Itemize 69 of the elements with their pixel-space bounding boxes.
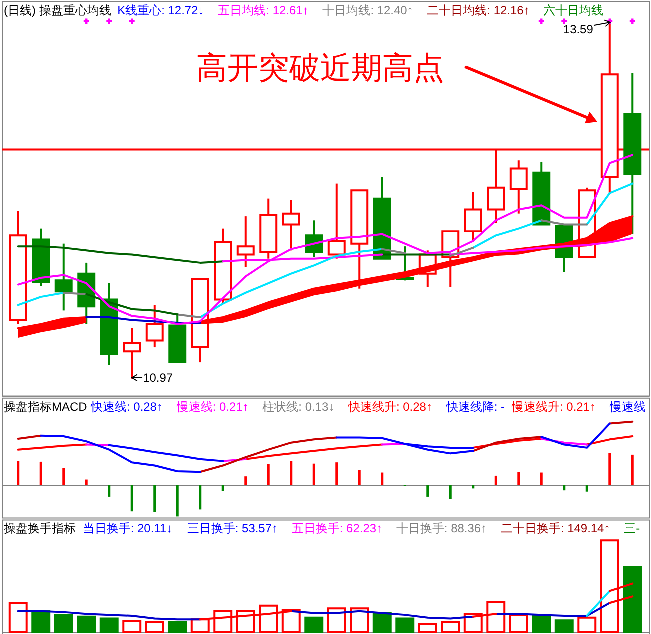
text: 三日换手: 53.57↑ xyxy=(187,522,278,536)
bar xyxy=(312,464,316,486)
annotation: 13.59 xyxy=(563,22,594,36)
bar xyxy=(130,486,134,512)
text: 快速线升: 0.28↑ xyxy=(348,400,432,414)
bar xyxy=(554,620,574,634)
bar xyxy=(77,616,96,634)
bar xyxy=(472,486,475,489)
text: 十日均线: 12.40↑ xyxy=(322,3,414,18)
text: 五日均线: 12.61↑ xyxy=(218,3,309,18)
text: 十日换手: 88.36↑ xyxy=(396,522,488,536)
text: 当日换手: 20.11↓ xyxy=(82,522,173,536)
bar xyxy=(358,470,361,486)
candlestick xyxy=(464,191,482,242)
bar xyxy=(494,476,498,486)
text: 三- xyxy=(624,522,640,536)
bar xyxy=(267,464,270,486)
bar xyxy=(17,461,20,486)
text: 慢速线升: 0.21↑ xyxy=(511,400,596,414)
candlestick xyxy=(510,160,528,215)
text: 慢速线: 0.21↑ xyxy=(176,400,249,414)
bar xyxy=(108,486,111,497)
bar xyxy=(32,610,51,634)
chart-title: 操盘换手指标 xyxy=(4,522,76,536)
bar xyxy=(222,486,224,492)
chart-title: 操盘指标MACD xyxy=(4,400,88,414)
text: 二十日换手: 149.14↑ xyxy=(500,522,610,536)
bar xyxy=(532,614,552,634)
bar xyxy=(54,614,74,634)
bar xyxy=(563,486,566,491)
bar xyxy=(154,486,156,512)
bar xyxy=(518,472,520,486)
text: 二十日均线: 12.16↑ xyxy=(427,3,530,18)
bar xyxy=(244,476,248,486)
chart-title: (日线) 操盘重心均线 xyxy=(4,3,112,18)
bar xyxy=(540,472,543,486)
text: 五日换手: 62.23↑ xyxy=(292,522,383,536)
text: 快速线: 0.28↑ xyxy=(90,400,163,414)
bar xyxy=(586,486,588,492)
annotation: 10.97 xyxy=(143,370,174,385)
bar xyxy=(372,612,392,634)
bar xyxy=(449,486,452,500)
bar xyxy=(176,486,179,517)
bar xyxy=(168,621,188,634)
bar xyxy=(199,486,202,510)
text: 六十日均线 xyxy=(544,3,604,18)
bar xyxy=(381,472,384,486)
text: 快速线降: - xyxy=(445,400,505,414)
annotation: 高开突破近期高点 xyxy=(196,50,445,86)
bar xyxy=(426,486,430,497)
text: 柱状线: 0.13↓ xyxy=(262,400,335,414)
bar xyxy=(40,462,42,486)
text: 慢速线 xyxy=(608,400,646,414)
candlestick xyxy=(282,199,300,252)
bar xyxy=(290,461,293,486)
bar xyxy=(623,566,642,634)
bar xyxy=(608,453,612,486)
bar xyxy=(396,618,415,634)
bar xyxy=(85,480,88,486)
bar xyxy=(304,616,324,634)
bar xyxy=(631,454,634,486)
candlestick xyxy=(624,72,642,236)
bar xyxy=(336,462,338,486)
candlestick xyxy=(123,327,142,380)
candlestick xyxy=(236,216,255,268)
bar xyxy=(62,468,66,486)
bar xyxy=(100,618,119,634)
text: K线重心: 12.72↓ xyxy=(118,3,204,18)
candlestick xyxy=(54,242,73,312)
